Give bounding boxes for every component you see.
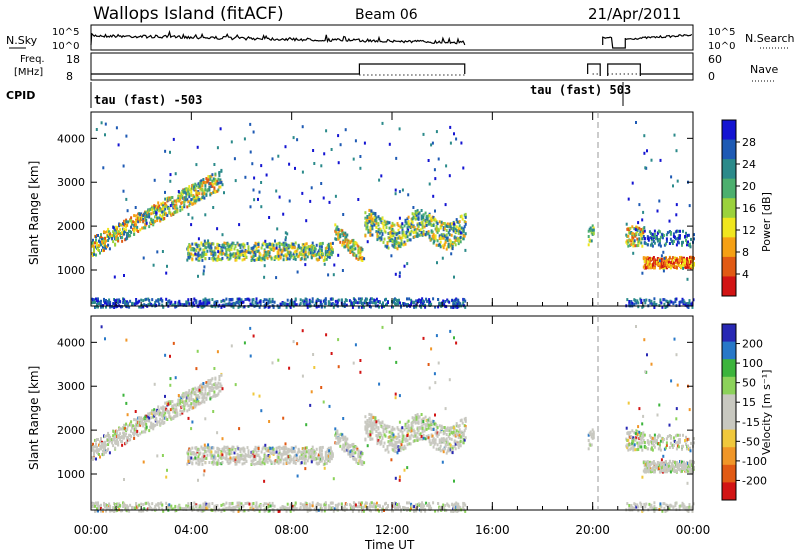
velocity-colorbar-label: Velocity [m s⁻¹] bbox=[760, 370, 773, 455]
freq-ytick-bottom: 8 bbox=[66, 70, 73, 83]
xtick-label: 00:00 bbox=[74, 523, 109, 537]
nsky-label: N.Sky bbox=[6, 34, 38, 47]
colorbar-tick: -15 bbox=[742, 416, 760, 429]
colorbar-tick: -100 bbox=[742, 455, 767, 468]
xtick-label: 12:00 bbox=[375, 523, 410, 537]
freq-label-line2: [MHz] bbox=[14, 67, 43, 78]
power-colorbar: 4 8 12 16 20 24 28 bbox=[721, 119, 756, 297]
nave-label: Nave bbox=[750, 63, 778, 76]
colorbar-swatch bbox=[722, 217, 736, 238]
freq-label-line1: Freq. bbox=[20, 54, 45, 65]
nsearch-label: N.Search bbox=[745, 32, 795, 45]
colorbar-swatch bbox=[722, 159, 736, 180]
power-ylabel: Slant Range [km] bbox=[27, 161, 41, 265]
nave-trace bbox=[359, 73, 641, 76]
colorbar-swatch bbox=[722, 429, 736, 448]
ytick-label: 4000 bbox=[57, 336, 85, 349]
colorbar-tick: 8 bbox=[742, 246, 749, 259]
nsky-ytick-top: 10^5 bbox=[52, 27, 79, 38]
colorbar-swatch bbox=[722, 139, 736, 160]
colorbar-swatch bbox=[722, 237, 736, 258]
nsky-ytick-bottom: 10^0 bbox=[52, 41, 79, 52]
ytick-label: 3000 bbox=[57, 380, 85, 393]
freq-trace bbox=[91, 63, 693, 76]
power-pixels bbox=[91, 121, 695, 309]
ytick-label: 4000 bbox=[57, 132, 85, 145]
ytick-label: 1000 bbox=[57, 468, 85, 481]
colorbar-tick: 15 bbox=[742, 396, 756, 409]
colorbar-tick: 200 bbox=[742, 338, 763, 351]
ytick-label: 3000 bbox=[57, 176, 85, 189]
colorbar-swatch bbox=[722, 341, 736, 360]
velocity-pixels bbox=[91, 325, 695, 513]
colorbar-swatch bbox=[722, 412, 736, 431]
nave-ytick-bottom: 0 bbox=[708, 70, 715, 83]
colorbar-tick: 28 bbox=[742, 136, 756, 149]
colorbar-swatch bbox=[722, 324, 736, 343]
cpid-panel: CPID tau (fast) -503 tau (fast) 503 bbox=[6, 82, 631, 108]
colorbar-swatch bbox=[722, 120, 736, 141]
ytick-label: 1000 bbox=[57, 264, 85, 277]
velocity-colorbar: 200 100 50 15 -15 -50 -100 -200 bbox=[721, 323, 767, 501]
colorbar-swatch bbox=[722, 482, 736, 501]
colorbar-swatch bbox=[722, 178, 736, 199]
colorbar-tick: 100 bbox=[742, 357, 763, 370]
xtick-label: 00:00 bbox=[676, 523, 711, 537]
colorbar-swatch bbox=[722, 376, 736, 395]
nsearch-ytick-bottom: 10^0 bbox=[708, 41, 735, 52]
colorbar-swatch bbox=[722, 276, 736, 297]
colorbar-tick: -50 bbox=[742, 435, 760, 448]
nave-ytick-top: 60 bbox=[708, 53, 722, 66]
cpid-label: CPID bbox=[6, 89, 35, 102]
colorbar-tick: 50 bbox=[742, 377, 756, 390]
beam-label: Beam 06 bbox=[355, 7, 418, 23]
velocity-panel: 1000 2000 3000 4000 Slant Range [km] 200 100… bbox=[27, 112, 773, 552]
colorbar-tick: 12 bbox=[742, 224, 756, 237]
colorbar-swatch bbox=[722, 256, 736, 277]
xtick-label: 16:00 bbox=[475, 523, 510, 537]
colorbar-tick: 24 bbox=[742, 158, 756, 171]
colorbar-swatch bbox=[722, 359, 736, 378]
colorbar-swatch bbox=[722, 464, 736, 483]
colorbar-tick: 20 bbox=[742, 180, 756, 193]
colorbar-swatch bbox=[722, 447, 736, 466]
colorbar-swatch bbox=[722, 394, 736, 413]
velocity-ylabel: Slant Range [km] bbox=[27, 366, 41, 470]
cpid-segment-2: tau (fast) 503 bbox=[530, 83, 631, 97]
nsky-trace bbox=[90, 29, 693, 49]
xtick-label: 20:00 bbox=[575, 523, 610, 537]
freq-ytick-top: 18 bbox=[66, 53, 80, 66]
power-panel: 1000 2000 3000 4000 Slant Range [km] 4 8 12 16… bbox=[27, 111, 773, 309]
ytick-label: 2000 bbox=[57, 424, 85, 437]
x-axis-label: Time UT bbox=[364, 538, 415, 552]
nsearch-ytick-top: 10^5 bbox=[708, 27, 735, 38]
freq-panel: Freq. [MHz] 18 8 60 0 Nave bbox=[14, 52, 778, 83]
xtick-label: 04:00 bbox=[174, 523, 209, 537]
nsky-panel: N.Sky 10^5 10^0 10^5 10^0 N.Search bbox=[6, 24, 795, 52]
xtick-label: 08:00 bbox=[274, 523, 309, 537]
date-label: 21/Apr/2011 bbox=[588, 5, 681, 23]
colorbar-tick: 16 bbox=[742, 202, 756, 215]
station-title: Wallops Island (fitACF) bbox=[93, 4, 284, 24]
colorbar-tick: -200 bbox=[742, 474, 767, 487]
power-colorbar-label: Power [dB] bbox=[760, 192, 773, 252]
cpid-segment-1: tau (fast) -503 bbox=[94, 93, 202, 107]
ytick-label: 2000 bbox=[57, 220, 85, 233]
colorbar-swatch bbox=[722, 198, 736, 219]
colorbar-tick: 4 bbox=[742, 268, 749, 281]
